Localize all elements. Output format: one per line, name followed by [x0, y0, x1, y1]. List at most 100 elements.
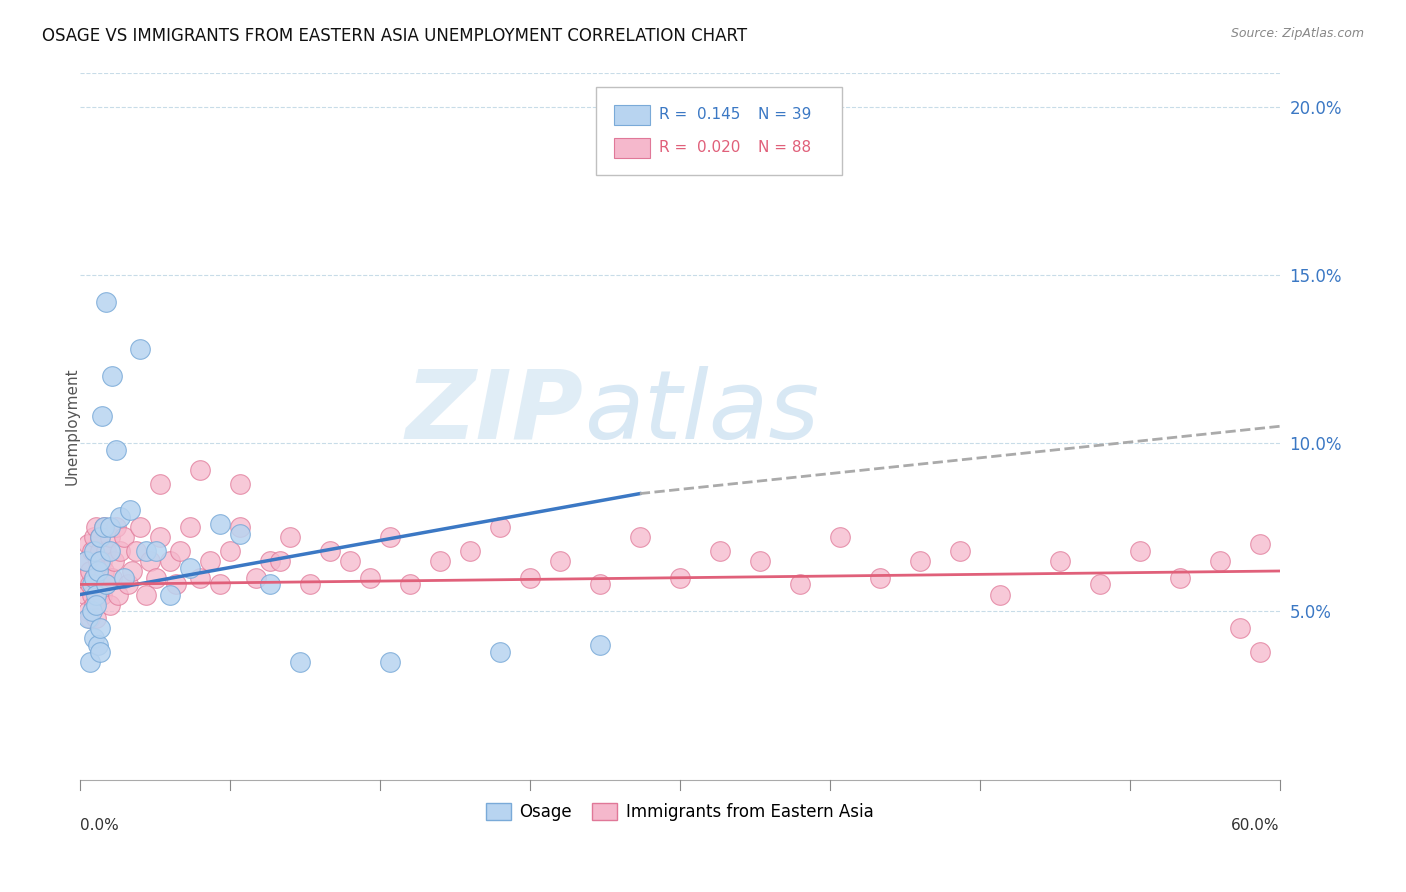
- Point: [89, 530, 111, 544]
- Point: [188, 571, 211, 585]
- Point: [91, 588, 114, 602]
- Point: [94, 543, 117, 558]
- Point: [1249, 537, 1271, 551]
- Point: [83, 632, 105, 646]
- Point: [229, 476, 252, 491]
- Point: [73, 571, 96, 585]
- Point: [149, 476, 172, 491]
- Point: [269, 554, 291, 568]
- Bar: [614, 138, 650, 158]
- Point: [79, 564, 101, 578]
- Point: [208, 516, 231, 531]
- Y-axis label: Unemployment: Unemployment: [65, 368, 79, 485]
- Text: R =  0.020: R = 0.020: [659, 140, 741, 154]
- Point: [83, 571, 105, 585]
- Point: [288, 655, 311, 669]
- Text: Source: ZipAtlas.com: Source: ZipAtlas.com: [1230, 27, 1364, 40]
- Point: [79, 611, 101, 625]
- Point: [179, 560, 201, 574]
- Point: [129, 342, 152, 356]
- Point: [98, 598, 121, 612]
- Text: N = 39: N = 39: [758, 107, 811, 122]
- Point: [80, 604, 103, 618]
- Point: [259, 577, 281, 591]
- Point: [94, 294, 117, 309]
- Point: [429, 554, 451, 568]
- Point: [145, 571, 167, 585]
- Point: [198, 554, 221, 568]
- Point: [1049, 554, 1071, 568]
- Point: [80, 588, 103, 602]
- Point: [828, 530, 851, 544]
- Point: [135, 543, 157, 558]
- Point: [79, 655, 101, 669]
- Point: [101, 368, 124, 383]
- Point: [80, 543, 103, 558]
- Point: [548, 554, 571, 568]
- Point: [159, 554, 181, 568]
- Text: R =  0.145: R = 0.145: [659, 107, 741, 122]
- Point: [399, 577, 422, 591]
- Point: [278, 530, 301, 544]
- Point: [84, 520, 107, 534]
- Point: [75, 554, 97, 568]
- Point: [339, 554, 361, 568]
- Point: [259, 554, 281, 568]
- FancyBboxPatch shape: [596, 87, 842, 176]
- Point: [1129, 543, 1152, 558]
- Point: [98, 543, 121, 558]
- Point: [108, 543, 131, 558]
- Point: [117, 577, 139, 591]
- Point: [93, 564, 115, 578]
- Point: [165, 577, 187, 591]
- Point: [80, 577, 103, 591]
- Point: [458, 543, 481, 558]
- Point: [75, 554, 97, 568]
- Point: [869, 571, 891, 585]
- Point: [107, 588, 129, 602]
- Point: [98, 530, 121, 544]
- Point: [179, 520, 201, 534]
- Point: [378, 655, 401, 669]
- Point: [908, 554, 931, 568]
- Text: 60.0%: 60.0%: [1232, 819, 1279, 833]
- Point: [87, 564, 110, 578]
- Point: [748, 554, 770, 568]
- Point: [1168, 571, 1191, 585]
- Point: [378, 530, 401, 544]
- Text: N = 88: N = 88: [758, 140, 811, 154]
- Point: [121, 564, 143, 578]
- Point: [87, 588, 110, 602]
- Point: [229, 527, 252, 541]
- Point: [83, 571, 105, 585]
- Point: [949, 543, 972, 558]
- Point: [83, 543, 105, 558]
- Point: [628, 530, 651, 544]
- Point: [79, 577, 101, 591]
- Point: [1229, 621, 1251, 635]
- Point: [77, 604, 100, 618]
- Text: atlas: atlas: [583, 366, 818, 458]
- Point: [84, 588, 107, 602]
- Point: [94, 577, 117, 591]
- Point: [1249, 645, 1271, 659]
- Point: [118, 503, 141, 517]
- Point: [789, 577, 811, 591]
- Point: [139, 554, 162, 568]
- Point: [77, 537, 100, 551]
- Point: [105, 520, 128, 534]
- Point: [89, 645, 111, 659]
- Point: [229, 520, 252, 534]
- Point: [101, 571, 124, 585]
- Point: [87, 638, 110, 652]
- Legend: Osage, Immigrants from Eastern Asia: Osage, Immigrants from Eastern Asia: [479, 797, 880, 828]
- Point: [489, 645, 512, 659]
- Point: [83, 598, 105, 612]
- Point: [208, 577, 231, 591]
- Point: [125, 543, 148, 558]
- Point: [245, 571, 267, 585]
- Point: [75, 588, 97, 602]
- Text: OSAGE VS IMMIGRANTS FROM EASTERN ASIA UNEMPLOYMENT CORRELATION CHART: OSAGE VS IMMIGRANTS FROM EASTERN ASIA UN…: [42, 27, 748, 45]
- Point: [589, 577, 612, 591]
- Point: [1088, 577, 1111, 591]
